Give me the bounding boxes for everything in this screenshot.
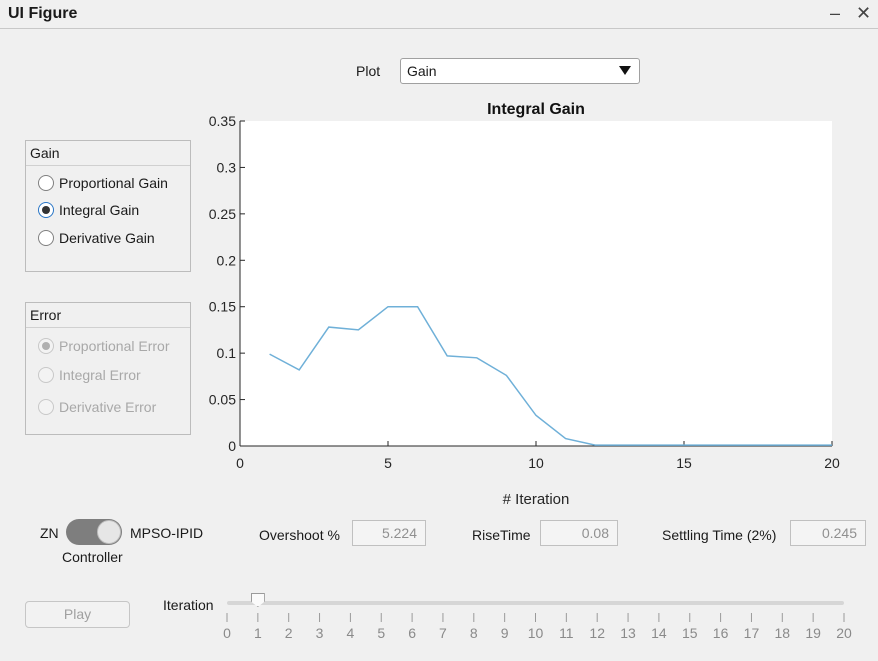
radio-proportional-gain[interactable]: Proportional Gain (38, 173, 168, 193)
close-icon[interactable]: ✕ (856, 3, 872, 23)
x-tick-label: 10 (528, 455, 544, 471)
y-tick-label: 0.35 (209, 113, 236, 129)
plot-label: Plot (356, 63, 381, 79)
x-axis-label: # Iteration (503, 491, 570, 508)
slider-tick-label: 7 (439, 625, 447, 641)
plot-dropdown-value: Gain (407, 63, 437, 79)
radio-label: Proportional Gain (59, 175, 168, 191)
radio-label: Derivative Error (59, 399, 157, 415)
overshoot-field[interactable]: 5.224 (352, 520, 426, 546)
radio-integral-error[interactable]: Integral Error (38, 365, 141, 385)
y-tick-label: 0.3 (217, 159, 237, 175)
slider-tick-label: 3 (316, 625, 324, 641)
controller-caption: Controller (62, 549, 123, 565)
radio-selected-icon (38, 202, 54, 218)
y-tick-label: 0.1 (217, 345, 237, 361)
series-line (269, 305, 832, 446)
switch-knob[interactable] (97, 520, 121, 544)
settling-time-label: Settling Time (2%) (662, 527, 777, 543)
error-panel: Error Proportional Error Integral Error … (25, 302, 191, 435)
radio-derivative-gain[interactable]: Derivative Gain (38, 228, 155, 248)
radio-derivative-error[interactable]: Derivative Error (38, 397, 156, 417)
gain-panel: Gain Proportional Gain Integral Gain Der… (25, 140, 191, 272)
radio-label: Proportional Error (59, 338, 170, 354)
error-panel-title: Error (26, 303, 190, 328)
slider-tick-label: 12 (589, 625, 605, 641)
radio-selected-icon (38, 338, 54, 354)
overshoot-label: Overshoot % (259, 527, 340, 543)
radio-circle-icon (38, 367, 54, 383)
slider-tick-label: 9 (501, 625, 509, 641)
toggle-right-label: MPSO-IPID (130, 525, 204, 541)
settling-time-field[interactable]: 0.245 (790, 520, 866, 546)
radio-integral-gain[interactable]: Integral Gain (38, 200, 139, 220)
minimize-icon[interactable]: – (830, 3, 841, 23)
iteration-label: Iteration (163, 597, 214, 613)
slider-tick-label: 8 (470, 625, 478, 641)
x-tick-label: 0 (236, 455, 244, 471)
x-tick-label: 5 (384, 455, 392, 471)
radio-label: Integral Error (59, 367, 141, 383)
slider-tick-label: 14 (651, 625, 667, 641)
y-tick-label: 0.25 (209, 206, 236, 222)
slider-tick-label: 19 (805, 625, 821, 641)
x-tick-label: 15 (676, 455, 692, 471)
integral-gain-chart: Integral Gain 0 0.05 0.1 0.15 0.2 0.25 0.3 0.35… (209, 101, 840, 508)
radio-proportional-error[interactable]: Proportional Error (38, 336, 170, 356)
y-axis-ticks: 0 0.05 0.1 0.15 0.2 0.25 0.3 0.35 (209, 113, 245, 454)
gain-panel-title: Gain (26, 141, 190, 166)
y-tick-label: 0 (228, 438, 236, 454)
iteration-slider-ticks: 0 1 2 3 4 5 6 7 8 9 10 11 12 13 14 15 16 17 18 19 20 (223, 613, 852, 641)
y-tick-label: 0.2 (217, 252, 237, 268)
plot-dropdown[interactable]: Gain (400, 58, 640, 84)
radio-label: Derivative Gain (59, 230, 155, 246)
slider-tick-label: 18 (775, 625, 791, 641)
risetime-label: RiseTime (472, 527, 531, 543)
slider-tick-label: 4 (347, 625, 355, 641)
toggle-left-label: ZN (40, 525, 59, 541)
radio-circle-icon (38, 175, 54, 191)
dropdown-arrow-icon (619, 66, 631, 75)
radio-circle-icon (38, 399, 54, 415)
slider-tick-label: 13 (620, 625, 636, 641)
slider-tick-label: 5 (377, 625, 385, 641)
controller-switch[interactable] (66, 519, 122, 545)
slider-tick-label: 15 (682, 625, 698, 641)
slider-tick-label: 11 (559, 625, 574, 641)
slider-tick-label: 6 (408, 625, 416, 641)
slider-tick-label: 2 (285, 625, 293, 641)
window-title: UI Figure (8, 5, 78, 22)
play-button[interactable]: Play (25, 601, 130, 628)
chart-title: Integral Gain (487, 101, 585, 118)
radio-label: Integral Gain (59, 202, 140, 218)
iteration-slider-track[interactable] (227, 601, 844, 605)
chart-plot-area (240, 121, 832, 446)
x-tick-label: 20 (824, 455, 840, 471)
slider-tick-label: 1 (254, 625, 262, 641)
y-tick-label: 0.05 (209, 392, 236, 408)
risetime-field[interactable]: 0.08 (540, 520, 618, 546)
y-tick-label: 0.15 (209, 299, 236, 315)
slider-tick-label: 10 (528, 625, 544, 641)
radio-circle-icon (38, 230, 54, 246)
slider-tick-label: 16 (713, 625, 729, 641)
title-bar: UI Figure – ✕ (0, 0, 878, 29)
slider-tick-label: 17 (744, 625, 760, 641)
slider-tick-label: 0 (223, 625, 231, 641)
iteration-slider-thumb[interactable] (250, 593, 265, 607)
slider-tick-label: 20 (836, 625, 852, 641)
x-axis-ticks: 0 5 10 15 20 (236, 441, 840, 471)
